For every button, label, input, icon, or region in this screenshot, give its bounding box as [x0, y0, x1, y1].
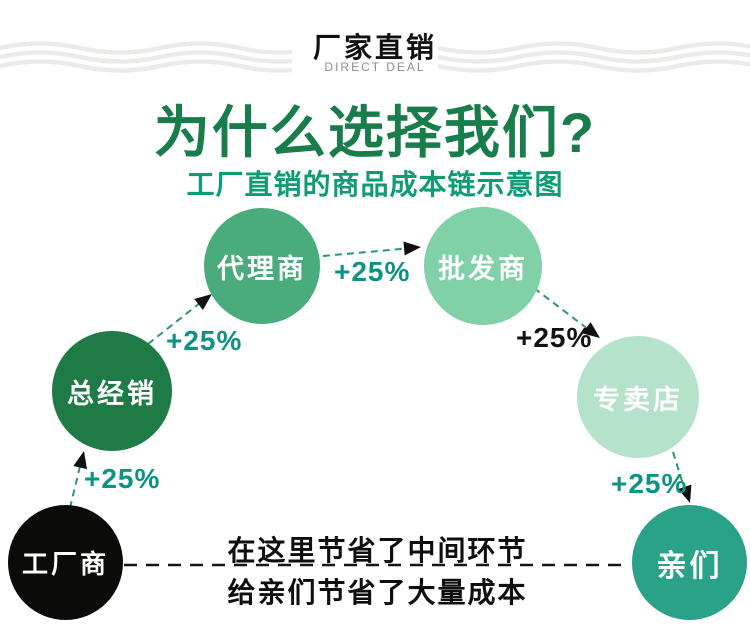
savings-note-line1: 在这里节省了中间环节: [227, 535, 528, 566]
header-title: 厂家直销: [312, 32, 437, 63]
node-customers: 亲们: [632, 505, 747, 620]
node-factory: 工厂商: [8, 505, 123, 620]
node-store: 专卖店: [577, 336, 699, 458]
node-agent: 代理商: [204, 208, 320, 324]
hero-title: 为什么选择我们?: [153, 101, 597, 164]
increment-label-store-customers: +25%: [611, 468, 688, 499]
node-store-label: 专卖店: [593, 384, 683, 415]
node-wholesaler-label: 批发商: [438, 253, 528, 284]
increment-label-factory-distributor: +25%: [84, 463, 161, 494]
node-customers-label: 亲们: [656, 549, 723, 583]
node-agent-label: 代理商: [217, 253, 307, 284]
increment-label-distributor-agent: +25%: [166, 325, 243, 356]
node-distributor-label: 总经销: [67, 378, 157, 409]
increment-label-agent-wholesaler: +25%: [334, 256, 411, 287]
hero-subtitle: 工厂直销的商品成本链示意图: [186, 169, 564, 200]
increment-label-wholesaler-store: +25%: [516, 322, 593, 353]
arrow-agent-to-wholesaler: [322, 241, 421, 257]
wave-decoration-right: [438, 41, 750, 73]
savings-note-line2: 给亲们节省了大量成本: [227, 577, 528, 608]
wave-decoration-left: [0, 41, 292, 73]
node-wholesaler: 批发商: [424, 207, 542, 325]
node-factory-label: 工厂商: [21, 549, 109, 579]
header-subtitle: DIRECT DEAL: [324, 60, 426, 74]
node-distributor: 总经销: [52, 331, 172, 451]
